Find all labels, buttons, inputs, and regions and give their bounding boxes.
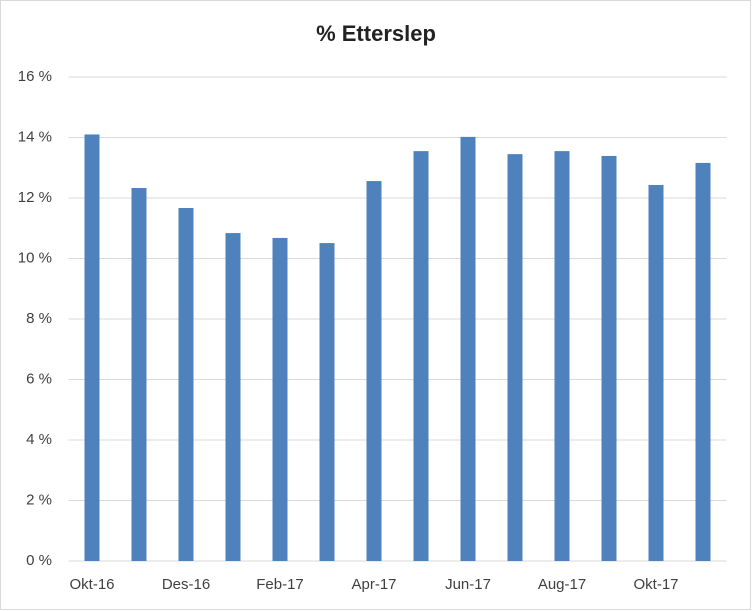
y-tick-label: 8 % bbox=[26, 310, 52, 327]
bar bbox=[648, 184, 664, 561]
y-tick-label: 0 % bbox=[26, 552, 52, 569]
x-tick-label: Apr-17 bbox=[351, 576, 396, 593]
x-tick-label: Feb-17 bbox=[256, 576, 304, 593]
x-tick-label: Okt-17 bbox=[633, 576, 678, 593]
bar bbox=[319, 243, 335, 561]
y-tick-label: 12 % bbox=[18, 189, 52, 206]
y-tick-label: 6 % bbox=[26, 370, 52, 387]
bar bbox=[131, 188, 147, 561]
y-tick-label: 2 % bbox=[26, 491, 52, 508]
bar bbox=[225, 233, 241, 561]
bar bbox=[460, 136, 476, 561]
chart-title: % Etterslep bbox=[316, 21, 436, 46]
x-tick-label: Des-16 bbox=[162, 576, 210, 593]
y-tick-label: 10 % bbox=[18, 249, 52, 266]
bar bbox=[695, 162, 711, 561]
bar bbox=[178, 207, 194, 562]
bar bbox=[601, 155, 617, 561]
x-tick-label: Aug-17 bbox=[538, 576, 586, 593]
bar bbox=[84, 134, 100, 561]
x-tick-label: Okt-16 bbox=[69, 576, 114, 593]
y-tick-label: 14 % bbox=[18, 128, 52, 145]
bar bbox=[507, 154, 523, 561]
y-tick-label: 16 % bbox=[18, 68, 52, 85]
bar bbox=[272, 237, 288, 561]
bar bbox=[554, 151, 570, 562]
bar bbox=[413, 151, 429, 562]
y-tick-label: 4 % bbox=[26, 431, 52, 448]
bar bbox=[366, 181, 382, 561]
x-tick-label: Jun-17 bbox=[445, 576, 491, 593]
